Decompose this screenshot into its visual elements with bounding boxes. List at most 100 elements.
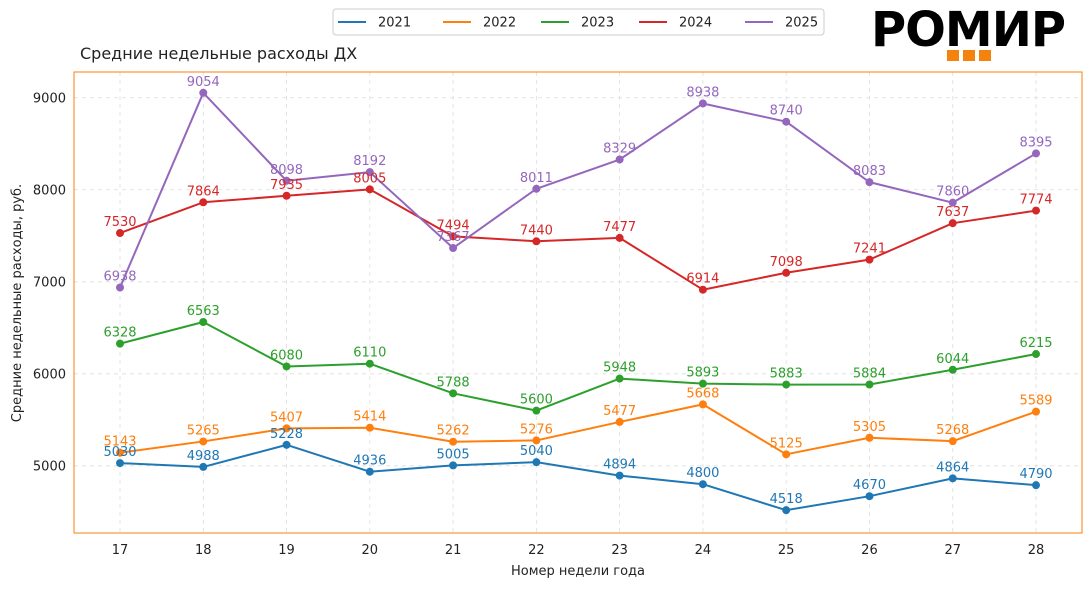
data-label: 6044	[936, 352, 969, 367]
data-point	[948, 474, 957, 483]
data-point	[698, 400, 707, 409]
y-axis-title: Средние недельные расходы, руб.	[10, 184, 25, 422]
legend-label: 2021	[378, 16, 411, 31]
data-label: 8005	[353, 171, 386, 186]
data-label: 8192	[353, 154, 386, 169]
data-label: 8329	[603, 142, 636, 157]
series-layer	[116, 88, 1040, 515]
data-point	[449, 244, 458, 253]
data-point	[782, 117, 791, 126]
y-tick-label: 6000	[33, 367, 66, 382]
x-tick-label: 19	[278, 543, 295, 558]
data-label: 8395	[1019, 135, 1052, 150]
data-point	[948, 365, 957, 374]
legend-label: 2024	[679, 16, 712, 31]
data-point	[365, 359, 374, 368]
data-point	[1032, 149, 1040, 158]
x-tick-label: 24	[695, 543, 712, 558]
data-point	[199, 318, 208, 327]
data-label: 7494	[437, 218, 470, 233]
data-label: 4518	[770, 492, 803, 507]
legend-box	[332, 8, 825, 36]
series-line	[119, 321, 1037, 412]
series-line	[119, 403, 1037, 456]
logo-square-3	[979, 50, 991, 61]
legend-label: 2023	[581, 16, 614, 31]
data-point	[282, 424, 291, 433]
data-label: 5268	[936, 423, 969, 438]
plot-frame	[73, 71, 1083, 534]
data-label: 8098	[270, 163, 303, 178]
data-label-layer: 5030 4988 5228 4936 5005 5040 4894 4800 4518 4670…	[103, 75, 1052, 507]
legend-item-2022: 2022	[443, 16, 516, 31]
series-2022	[116, 400, 1040, 459]
data-label: 5589	[1019, 394, 1052, 409]
data-point	[948, 198, 957, 207]
series-line	[119, 443, 1037, 512]
x-tick-label: 18	[195, 543, 212, 558]
data-point	[615, 233, 624, 242]
data-point	[365, 168, 374, 177]
data-label: 5883	[770, 367, 803, 382]
data-point	[865, 178, 874, 187]
data-label: 8938	[686, 85, 719, 100]
data-label: 5884	[853, 366, 886, 381]
data-point	[948, 219, 957, 228]
data-label: 9054	[187, 75, 220, 90]
data-label: 7440	[520, 223, 553, 238]
y-tick-label: 5000	[33, 459, 66, 474]
y-tick-label: 8000	[33, 183, 66, 198]
data-label: 6215	[1019, 336, 1052, 351]
data-label: 5893	[686, 366, 719, 381]
data-point	[615, 471, 624, 480]
data-point	[116, 448, 124, 457]
data-label: 4800	[686, 466, 719, 481]
data-point	[698, 99, 707, 108]
data-label: 5040	[520, 444, 553, 459]
data-point	[282, 362, 291, 371]
data-point	[698, 480, 707, 489]
data-label: 7098	[770, 255, 803, 270]
data-point	[1032, 350, 1040, 359]
data-point	[532, 406, 541, 415]
data-point	[532, 458, 541, 467]
data-point	[282, 440, 291, 449]
data-label: 8083	[853, 164, 886, 179]
data-point	[449, 389, 458, 398]
logo-square-2	[963, 50, 975, 61]
logo-square-1	[947, 50, 959, 61]
x-tick-label: 23	[611, 543, 628, 558]
data-label: 7477	[603, 220, 636, 235]
data-label: 7637	[936, 205, 969, 220]
data-label: 5788	[437, 375, 470, 390]
data-point	[865, 255, 874, 264]
series-2024	[116, 185, 1040, 294]
data-label: 5276	[520, 422, 553, 437]
legend-item-2024: 2024	[639, 16, 712, 31]
data-label: 7774	[1019, 193, 1052, 208]
data-label: 7367	[437, 230, 470, 245]
data-label: 5600	[520, 393, 553, 408]
x-axis-title: Номер недели года	[511, 564, 645, 579]
data-point	[865, 380, 874, 389]
data-label: 5265	[187, 423, 220, 438]
data-point	[698, 285, 707, 294]
x-tick-label: 20	[362, 543, 379, 558]
data-label: 5407	[270, 410, 303, 425]
data-point	[615, 155, 624, 164]
data-label: 5948	[603, 361, 636, 376]
data-point	[782, 380, 791, 389]
data-label: 5477	[603, 404, 636, 419]
data-label: 7935	[270, 178, 303, 193]
legend-item-2023: 2023	[541, 16, 614, 31]
data-point	[199, 88, 208, 97]
romir-logo: РОМИР	[871, 2, 1066, 61]
data-label: 4894	[603, 458, 636, 473]
data-point	[615, 417, 624, 426]
series-2023	[116, 318, 1040, 415]
data-label: 6563	[187, 304, 220, 319]
data-point	[865, 492, 874, 501]
x-tick-label: 28	[1028, 543, 1045, 558]
data-point	[116, 339, 124, 348]
